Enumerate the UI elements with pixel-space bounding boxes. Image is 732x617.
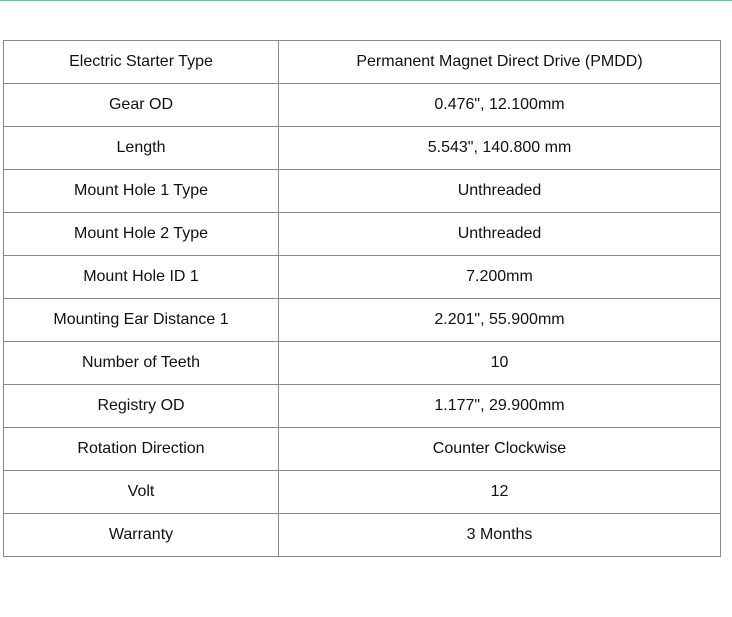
spec-row: Gear OD 0.476", 12.100mm <box>3 83 721 127</box>
spec-row: Length 5.543", 140.800 mm <box>3 126 721 170</box>
spec-label: Gear OD <box>3 83 279 127</box>
spec-label: Rotation Direction <box>3 427 279 471</box>
spec-label: Length <box>3 126 279 170</box>
spec-value: 3 Months <box>278 513 721 557</box>
spec-row: Volt 12 <box>3 470 721 514</box>
spec-label: Number of Teeth <box>3 341 279 385</box>
spec-label: Mounting Ear Distance 1 <box>3 298 279 342</box>
spec-label: Mount Hole 2 Type <box>3 212 279 256</box>
spec-value: 7.200mm <box>278 255 721 299</box>
spec-label: Mount Hole ID 1 <box>3 255 279 299</box>
spec-row: Registry OD 1.177", 29.900mm <box>3 384 721 428</box>
spec-row: Mounting Ear Distance 1 2.201", 55.900mm <box>3 298 721 342</box>
spec-value: 1.177", 29.900mm <box>278 384 721 428</box>
spec-value: 5.543", 140.800 mm <box>278 126 721 170</box>
spec-value: Counter Clockwise <box>278 427 721 471</box>
spec-row: Mount Hole 2 Type Unthreaded <box>3 212 721 256</box>
spec-value: Permanent Magnet Direct Drive (PMDD) <box>278 40 721 84</box>
spec-label: Mount Hole 1 Type <box>3 169 279 213</box>
spec-row: Number of Teeth 10 <box>3 341 721 385</box>
spec-label: Registry OD <box>3 384 279 428</box>
spec-value: Unthreaded <box>278 212 721 256</box>
spec-value: 10 <box>278 341 721 385</box>
spec-value: 0.476", 12.100mm <box>278 83 721 127</box>
spec-label: Volt <box>3 470 279 514</box>
spec-row: Electric Starter Type Permanent Magnet Di… <box>3 40 721 84</box>
spec-label: Electric Starter Type <box>3 40 279 84</box>
spec-value: 12 <box>278 470 721 514</box>
spec-label: Warranty <box>3 513 279 557</box>
spec-row: Mount Hole ID 1 7.200mm <box>3 255 721 299</box>
spec-row: Rotation Direction Counter Clockwise <box>3 427 721 471</box>
spec-value: Unthreaded <box>278 169 721 213</box>
top-divider <box>0 0 732 1</box>
specs-table: Electric Starter Type Permanent Magnet Di… <box>3 40 721 557</box>
spec-row: Warranty 3 Months <box>3 513 721 557</box>
spec-row: Mount Hole 1 Type Unthreaded <box>3 169 721 213</box>
spec-value: 2.201", 55.900mm <box>278 298 721 342</box>
